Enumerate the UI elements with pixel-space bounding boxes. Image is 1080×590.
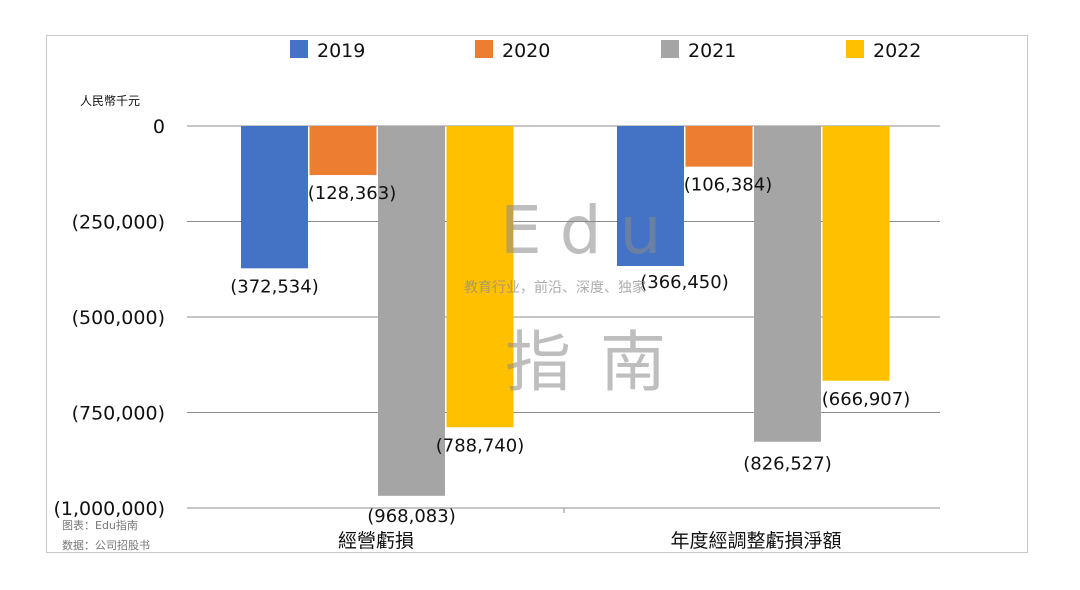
watermark-main: Edu bbox=[500, 192, 679, 269]
legend-swatch bbox=[661, 40, 679, 58]
bar-2022-1 bbox=[446, 126, 514, 428]
chart-frame bbox=[46, 35, 1028, 553]
y-tick-label: 0 bbox=[153, 116, 165, 138]
unit-label: 人民幣千元 bbox=[80, 94, 140, 108]
category-label: 年度經調整虧損淨額 bbox=[670, 530, 841, 552]
data-label: (366,450) bbox=[640, 272, 728, 293]
data-labels: (372,534) (366,450) (128,363) (106,384) (968… bbox=[230, 175, 910, 527]
bar-2019-2 bbox=[617, 126, 684, 266]
bar-2021-1 bbox=[378, 126, 445, 496]
axis: 0 (250,000) (500,000) (750,000) (1,000,000) 經… bbox=[53, 116, 841, 552]
data-label: (372,534) bbox=[230, 276, 318, 297]
data-label: (826,527) bbox=[743, 454, 831, 475]
legend-swatch bbox=[846, 40, 864, 58]
watermark: Edu 教育行业，前沿、深度、独家 指 南 bbox=[464, 192, 679, 401]
watermark-tagline: 教育行业，前沿、深度、独家 bbox=[464, 279, 646, 296]
y-tick-label: (1,000,000) bbox=[53, 498, 165, 520]
watermark-cn: 指 南 bbox=[505, 324, 670, 401]
data-label: (106,384) bbox=[684, 175, 772, 196]
data-label: (666,907) bbox=[822, 389, 910, 410]
data-label: (968,083) bbox=[367, 506, 455, 527]
source-line-2: 数据：公司招股书 bbox=[62, 538, 150, 552]
bars bbox=[241, 126, 890, 496]
bar-2022-2 bbox=[822, 126, 890, 381]
bar-2020-2 bbox=[685, 126, 753, 167]
legend-swatch bbox=[290, 40, 308, 58]
legend-label: 2019 bbox=[317, 40, 365, 62]
legend-swatch bbox=[475, 40, 493, 58]
y-tick-label: (500,000) bbox=[72, 307, 165, 329]
legend-label: 2021 bbox=[688, 40, 736, 62]
legend-label: 2022 bbox=[873, 40, 921, 62]
bar-2020-1 bbox=[309, 126, 377, 176]
data-label: (128,363) bbox=[308, 183, 396, 204]
y-tick-label: (250,000) bbox=[72, 212, 165, 234]
bar-2021-2 bbox=[754, 126, 821, 442]
data-label: (788,740) bbox=[436, 435, 524, 456]
category-label: 經營虧損 bbox=[338, 530, 414, 552]
y-tick-label: (750,000) bbox=[72, 403, 165, 425]
source-line-1: 图表：Edu指南 bbox=[62, 518, 138, 532]
legend-label: 2020 bbox=[502, 40, 550, 62]
legend: 2019 2020 2021 2022 bbox=[290, 40, 921, 62]
bar-2019-1 bbox=[241, 126, 308, 269]
